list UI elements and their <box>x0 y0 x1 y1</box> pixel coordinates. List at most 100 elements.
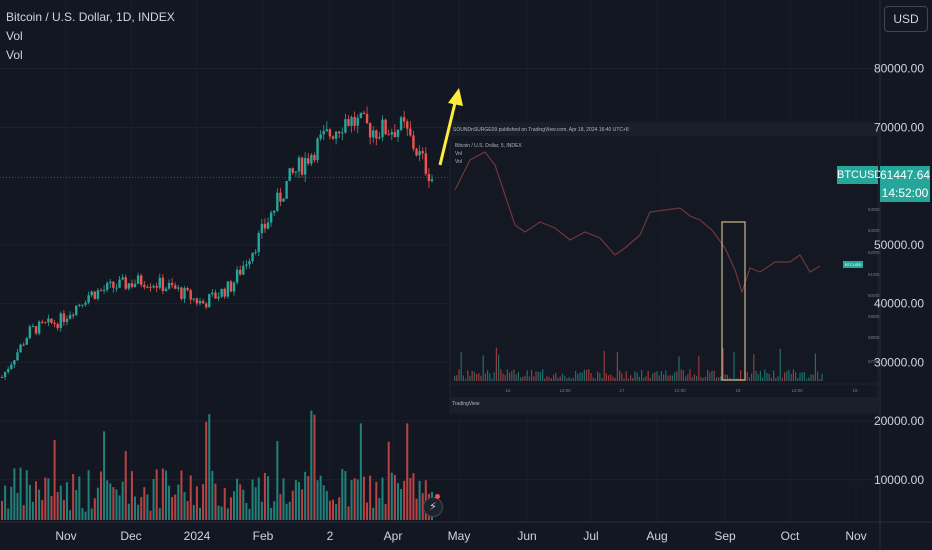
last-price-value: 61447.64 <box>880 168 931 182</box>
candle-body <box>390 132 393 135</box>
inset-volume-bar <box>528 376 530 381</box>
volume-indicator-2[interactable]: Vol <box>6 48 23 62</box>
inset-volume-bar <box>817 371 819 381</box>
volume-indicator-1[interactable]: Vol <box>6 29 23 43</box>
inset-volume-bar <box>784 372 786 381</box>
x-tick-label: May <box>448 529 471 543</box>
volume-bar <box>103 431 106 520</box>
inset-volume-bar <box>700 376 702 381</box>
candle-body <box>344 119 347 133</box>
candle-body <box>291 168 294 173</box>
candle-body <box>276 192 279 211</box>
volume-bar <box>115 489 118 520</box>
volume-bar <box>155 469 158 520</box>
inset-volume-bar <box>539 372 541 381</box>
inset-volume-bar <box>520 377 522 381</box>
candle-body <box>19 344 22 353</box>
inset-volume-bar <box>788 369 790 381</box>
volume-bar <box>297 482 300 520</box>
candle-body <box>93 291 97 299</box>
volume-bar <box>378 498 381 520</box>
inset-volume-bar <box>630 375 632 381</box>
inset-volume-bar <box>625 371 627 381</box>
inset-volume-bar <box>777 376 779 381</box>
volume-bar <box>313 414 316 520</box>
volume-bar <box>322 485 325 520</box>
inset-volume-bar <box>460 352 462 381</box>
volume-bar <box>214 483 217 520</box>
candle-body <box>223 288 226 297</box>
candle-body <box>375 130 378 139</box>
volume-bar <box>325 490 328 520</box>
inset-volume-bar <box>487 370 489 381</box>
candle-body <box>273 210 276 213</box>
volume-bar <box>263 472 266 520</box>
inset-volume-bar <box>803 372 805 381</box>
volume-bar <box>276 441 279 520</box>
candle-body <box>192 298 195 300</box>
candle-body <box>396 129 400 137</box>
volume-bar <box>4 485 7 520</box>
inset-x-label: 16 <box>505 388 511 393</box>
inset-volume-bar <box>471 370 473 381</box>
inset-volume-bar <box>564 375 566 381</box>
candle-body <box>362 112 366 114</box>
inset-volume-bar <box>454 375 456 381</box>
inset-volume-bar <box>680 369 682 381</box>
inset-volume-bar <box>599 372 601 381</box>
inset-volume-bar <box>513 369 515 381</box>
volume-bar <box>137 504 140 520</box>
candle-body <box>65 318 69 322</box>
inset-volume-bar <box>814 353 816 381</box>
volume-bar <box>409 478 412 520</box>
lightning-icon[interactable]: ⚡ <box>423 497 443 517</box>
inset-volume-bar <box>663 374 665 381</box>
inset-footer <box>450 397 878 413</box>
volume-bar <box>96 487 99 520</box>
volume-bar <box>25 470 28 520</box>
volume-bar <box>35 481 38 520</box>
volume-bar <box>81 508 84 520</box>
volume-bar <box>171 496 174 520</box>
volume-bar <box>273 501 276 520</box>
inset-volume-bar <box>465 378 467 381</box>
inset-volume-bar <box>592 377 594 381</box>
volume-bar <box>112 487 115 520</box>
candle-body <box>121 277 124 280</box>
candle-body <box>263 223 267 229</box>
candle-body <box>282 198 285 202</box>
volume-bar <box>251 479 254 520</box>
candle-body <box>50 318 53 323</box>
candle-body <box>254 251 257 253</box>
inset-x-label: 12:00 <box>674 388 686 393</box>
candle-body <box>239 269 242 275</box>
inset-volume-bar <box>685 376 687 381</box>
inset-volume-bar <box>773 370 775 381</box>
inset-volume-bar <box>572 377 574 381</box>
inset-volume-bar <box>786 371 788 381</box>
inset-volume-bar <box>748 377 750 381</box>
candle-body <box>415 148 418 156</box>
candle-body <box>402 117 406 122</box>
volume-bar <box>400 489 403 520</box>
volume-bar <box>347 506 350 520</box>
inset-volume-bar <box>583 369 585 381</box>
candle-body <box>368 123 372 138</box>
currency-button[interactable]: USD <box>884 6 928 32</box>
candle-body <box>75 305 78 316</box>
volume-bar <box>50 495 53 520</box>
inset-volume-bar <box>610 374 612 381</box>
volume-bar <box>177 484 180 520</box>
volume-bar <box>134 496 137 520</box>
volume-bar <box>31 501 34 520</box>
volume-bar <box>59 485 62 520</box>
inset-volume-bar <box>799 372 801 381</box>
inset-volume-bar <box>674 372 676 381</box>
volume-bar <box>65 482 68 520</box>
inset-volume-bar <box>759 370 761 381</box>
candle-body <box>260 223 264 234</box>
x-tick-label: Oct <box>781 529 800 543</box>
inset-volume-bar <box>568 377 570 381</box>
symbol-title[interactable]: Bitcoin / U.S. Dollar, 1D, INDEX <box>6 10 175 24</box>
